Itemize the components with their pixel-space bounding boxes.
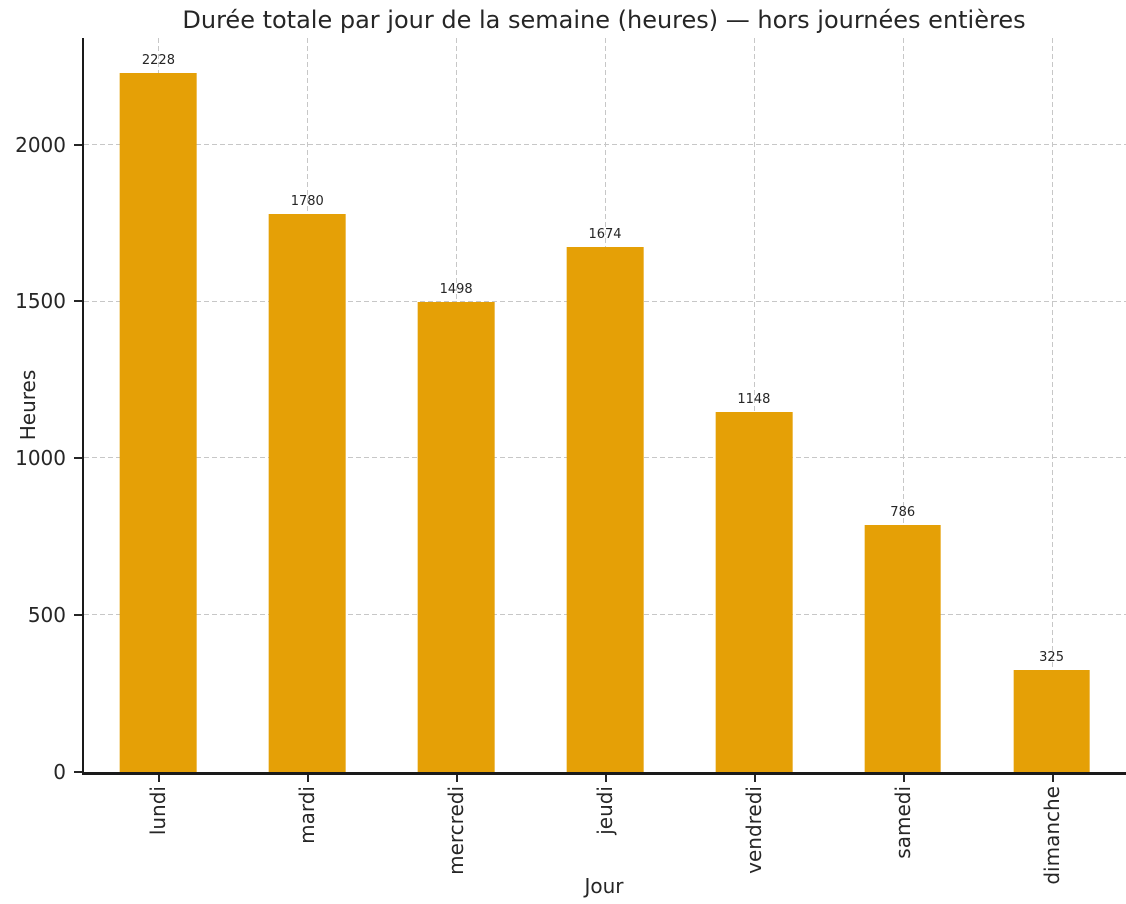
bar-dimanche [1013, 670, 1090, 772]
bar-value-dimanche: 325 [1039, 650, 1064, 666]
y-tick-label-1000: 1000 [15, 446, 66, 471]
x-tick-label-lundi: lundi [146, 786, 171, 836]
x-tick-mark-jeudi [605, 775, 607, 782]
bar-slot-lundi: 2228 lundi [84, 38, 233, 835]
x-tick-label-dimanche: dimanche [1039, 786, 1064, 885]
y-tick-label-500: 500 [27, 603, 66, 628]
x-axis-spine [82, 772, 1126, 775]
bars-container: 2228 lundi 1780 mardi 1498 mercredi 1674 jeudi 1… [84, 38, 1126, 885]
y-tick-label-2000: 2000 [15, 132, 66, 157]
bar-vendredi [715, 411, 793, 772]
y-tick-label-1500: 1500 [15, 289, 66, 314]
x-tick-mark-mercredi [456, 775, 459, 782]
bar-value-samedi: 786 [890, 505, 916, 521]
bar-jeudi [566, 246, 644, 772]
bar-value-jeudi: 1674 [588, 226, 622, 242]
gridline-v-dimanche [1051, 38, 1053, 772]
x-tick-mark-dimanche [1051, 775, 1054, 782]
x-tick-label-samedi: samedi [890, 786, 915, 859]
x-tick-label-vendredi: vendredi [741, 786, 766, 874]
bar-samedi [864, 525, 942, 772]
x-axis-label: Jour [584, 874, 624, 898]
bar-lundi [120, 73, 197, 772]
x-tick-mark-vendredi [753, 775, 756, 782]
x-tick-label-mardi: mardi [295, 786, 320, 844]
y-tick-mark-1000 [74, 457, 82, 460]
bar-slot-mercredi: 1498 mercredi [382, 38, 531, 875]
x-tick-mark-lundi [158, 775, 161, 782]
bar-slot-dimanche: 325 dimanche [977, 38, 1126, 885]
bar-mercredi [417, 302, 495, 772]
x-tick-mark-mardi [307, 775, 310, 782]
bar-value-vendredi: 1148 [737, 391, 771, 407]
bar-value-mercredi: 1498 [439, 282, 473, 298]
bar-slot-jeudi: 1674 jeudi [531, 38, 680, 835]
bar-slot-mardi: 1780 mardi [233, 38, 382, 844]
bar-slot-vendredi: 1148 vendredi [679, 38, 828, 874]
gridline-v-samedi [902, 38, 904, 772]
y-axis-spine [82, 38, 84, 775]
plot-area: 2228 lundi 1780 mardi 1498 mercredi 1674 jeudi 1… [84, 38, 1126, 885]
bar-slot-samedi: 786 samedi [828, 38, 977, 859]
gridline-v-vendredi [753, 38, 755, 772]
chart-title: Durée totale par jour de la semaine (heu… [182, 6, 1026, 34]
y-tick-mark-2000 [74, 143, 82, 146]
x-tick-label-jeudi: jeudi [593, 786, 617, 835]
bar-value-lundi: 2228 [141, 53, 175, 69]
y-tick-label-0: 0 [53, 760, 66, 784]
y-tick-mark-1500 [74, 300, 82, 303]
bar-mardi [268, 213, 346, 772]
x-tick-mark-samedi [902, 775, 905, 782]
y-tick-mark-0 [74, 771, 82, 773]
bar-value-mardi: 1780 [290, 193, 324, 209]
y-tick-mark-500 [74, 614, 82, 617]
y-axis-label: Heures [16, 369, 40, 441]
x-tick-label-mercredi: mercredi [444, 786, 469, 875]
